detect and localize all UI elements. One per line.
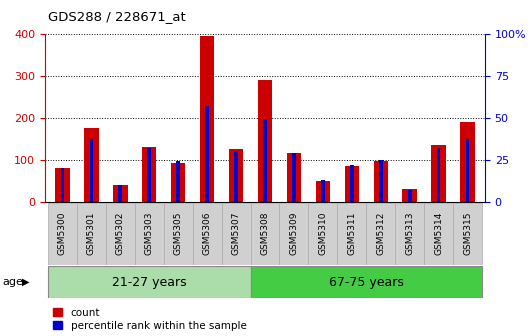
- Text: GSM5313: GSM5313: [405, 211, 414, 255]
- Text: GSM5309: GSM5309: [289, 211, 298, 255]
- Bar: [119, 185, 122, 202]
- Text: GSM5302: GSM5302: [116, 211, 125, 255]
- Bar: [251, 203, 279, 265]
- Bar: [466, 139, 470, 202]
- Bar: [395, 203, 424, 265]
- Bar: [344, 166, 359, 202]
- Bar: [55, 168, 69, 202]
- Bar: [350, 165, 354, 202]
- Text: GSM5300: GSM5300: [58, 211, 67, 255]
- Text: GSM5314: GSM5314: [434, 211, 443, 255]
- Bar: [308, 203, 338, 265]
- Text: GSM5312: GSM5312: [376, 211, 385, 255]
- Bar: [437, 148, 440, 202]
- Text: GSM5305: GSM5305: [174, 211, 183, 255]
- Bar: [106, 203, 135, 265]
- Bar: [258, 80, 272, 202]
- Bar: [338, 203, 366, 265]
- Text: 21-27 years: 21-27 years: [112, 276, 187, 289]
- Text: GSM5301: GSM5301: [87, 211, 96, 255]
- Bar: [251, 266, 482, 298]
- Bar: [408, 190, 411, 202]
- Text: GSM5310: GSM5310: [319, 211, 328, 255]
- Bar: [60, 168, 64, 202]
- Text: GSM5303: GSM5303: [145, 211, 154, 255]
- Bar: [192, 203, 222, 265]
- Text: 67-75 years: 67-75 years: [329, 276, 404, 289]
- Bar: [424, 203, 453, 265]
- Bar: [263, 119, 267, 202]
- Bar: [279, 203, 308, 265]
- Bar: [453, 203, 482, 265]
- Bar: [142, 147, 156, 202]
- Text: GSM5308: GSM5308: [261, 211, 269, 255]
- Bar: [321, 180, 325, 202]
- Bar: [316, 181, 330, 202]
- Bar: [147, 148, 151, 202]
- Bar: [379, 160, 383, 202]
- Bar: [84, 128, 99, 202]
- Bar: [48, 203, 77, 265]
- Bar: [48, 266, 251, 298]
- Bar: [431, 145, 446, 202]
- Bar: [205, 106, 209, 202]
- Text: age: age: [3, 277, 23, 287]
- Bar: [171, 163, 185, 202]
- Bar: [234, 151, 238, 202]
- Text: GDS288 / 228671_at: GDS288 / 228671_at: [48, 10, 186, 23]
- Bar: [164, 203, 192, 265]
- Text: GSM5311: GSM5311: [347, 211, 356, 255]
- Text: GSM5315: GSM5315: [463, 211, 472, 255]
- Bar: [287, 153, 301, 202]
- Bar: [77, 203, 106, 265]
- Bar: [374, 161, 388, 202]
- Bar: [229, 149, 243, 202]
- Bar: [461, 122, 475, 202]
- Bar: [113, 185, 128, 202]
- Text: ▶: ▶: [22, 277, 30, 287]
- Text: GSM5307: GSM5307: [232, 211, 241, 255]
- Text: GSM5306: GSM5306: [202, 211, 211, 255]
- Bar: [366, 203, 395, 265]
- Bar: [292, 153, 296, 202]
- Bar: [402, 189, 417, 202]
- Legend: count, percentile rank within the sample: count, percentile rank within the sample: [53, 308, 246, 331]
- Bar: [222, 203, 251, 265]
- Bar: [90, 139, 93, 202]
- Bar: [200, 36, 214, 202]
- Bar: [135, 203, 164, 265]
- Bar: [176, 161, 180, 202]
